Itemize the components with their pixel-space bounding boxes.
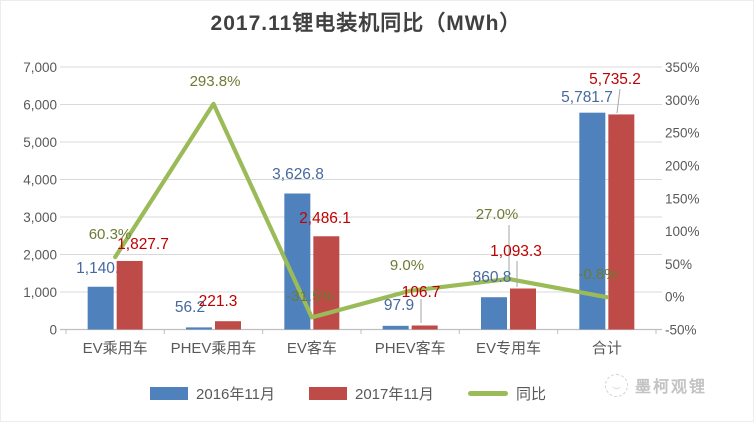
bar-2016年11月-EV专用车 bbox=[481, 297, 507, 330]
data-label: 60.3% bbox=[89, 226, 132, 243]
right-axis-tick: 300% bbox=[665, 93, 700, 108]
right-axis-tick: 250% bbox=[665, 126, 700, 141]
category-label: PHEV客车 bbox=[375, 340, 446, 357]
data-label: -31.5% bbox=[286, 288, 334, 305]
left-axis-tick: 4,000 bbox=[23, 173, 57, 188]
data-label: 56.2 bbox=[175, 299, 205, 316]
chart-legend: 2016年11月 2017年11月 同比 bbox=[1, 383, 725, 404]
legend-label: 2017年11月 bbox=[354, 386, 434, 403]
bar-2016年11月-PHEV乘用车 bbox=[186, 327, 212, 330]
data-label: 97.9 bbox=[384, 297, 414, 314]
under-labels: 1,140.0 bbox=[76, 260, 128, 277]
line-series bbox=[113, 101, 609, 320]
category-label: EV专用车 bbox=[476, 340, 541, 357]
data-label: 1,093.3 bbox=[490, 243, 542, 260]
legend-swatch-line bbox=[467, 391, 508, 396]
data-label: 27.0% bbox=[476, 206, 519, 223]
left-axis-tick: 1,000 bbox=[23, 285, 57, 300]
data-label: 2,486.1 bbox=[299, 210, 351, 227]
bar-2016年11月-EV乘用车 bbox=[87, 286, 114, 330]
right-axis-tick: 150% bbox=[665, 191, 700, 206]
left-axis-tick: 2,000 bbox=[23, 248, 57, 263]
data-label: 106.7 bbox=[402, 284, 441, 301]
legend-item-0: 2016年11月 bbox=[150, 383, 275, 404]
data-label: 5,781.7 bbox=[561, 89, 613, 106]
bar-2017年11月-合计 bbox=[608, 114, 635, 330]
category-label: PHEV乘用车 bbox=[171, 340, 257, 357]
category-label: 合计 bbox=[592, 340, 622, 357]
watermark-text: 墨柯观锂 bbox=[635, 379, 708, 396]
data-labels: 56.2 3,626.8 97.9 860.8 5,781.7 1,827.7 221.3 2… bbox=[89, 71, 641, 316]
category-labels: EV乘用车 PHEV乘用车 EV客车 PHEV客车 EV专用车 合计 bbox=[83, 340, 622, 357]
left-axis-tick: 7,000 bbox=[23, 60, 57, 75]
bar-2017年11月-PHEV客车 bbox=[411, 325, 438, 330]
axis-tick-labels: 0 1,000 2,000 3,000 4,000 5,000 6,000 7,000 -50%… bbox=[23, 60, 699, 338]
bar-series bbox=[87, 112, 635, 330]
legend-item-2: 同比 bbox=[467, 383, 546, 404]
right-axis-tick: 50% bbox=[665, 257, 692, 272]
watermark: 墨柯观锂 bbox=[605, 373, 707, 397]
gridlines bbox=[60, 66, 662, 334]
data-label: 9.0% bbox=[390, 257, 424, 274]
data-label: 860.8 bbox=[473, 269, 512, 286]
bar-2017年11月-PHEV乘用车 bbox=[215, 321, 241, 330]
data-label: -0.8% bbox=[578, 266, 617, 283]
legend-label: 2016年11月 bbox=[196, 386, 275, 403]
left-axis-tick: 0 bbox=[49, 323, 57, 338]
legend-label: 同比 bbox=[515, 386, 546, 403]
left-axis-tick: 6,000 bbox=[23, 98, 57, 113]
watermark-logo-icon bbox=[605, 373, 628, 397]
data-label: 1,827.7 bbox=[117, 236, 169, 253]
label-leader-lines bbox=[420, 88, 621, 323]
bar-2016年11月-PHEV客车 bbox=[382, 325, 409, 330]
left-axis-tick: 5,000 bbox=[23, 135, 57, 150]
bar-2017年11月-EV乘用车 bbox=[116, 260, 143, 330]
data-label: 3,626.8 bbox=[272, 166, 324, 183]
legend-item-1: 2017年11月 bbox=[308, 383, 434, 404]
legend-swatch-bar bbox=[150, 387, 189, 400]
left-axis-tick: 3,000 bbox=[23, 210, 57, 225]
bar-2017年11月-EV专用车 bbox=[510, 288, 536, 330]
data-label: 293.8% bbox=[190, 73, 241, 90]
chart-title: 2017.11锂电装机同比（MWh） bbox=[210, 12, 522, 35]
category-label: EV客车 bbox=[287, 340, 337, 357]
data-label: 221.3 bbox=[199, 293, 238, 310]
right-axis-tick: 0% bbox=[665, 290, 685, 305]
data-label: 1,140.0 bbox=[76, 260, 128, 277]
legend-swatch-bar bbox=[308, 387, 347, 400]
right-axis-tick: 350% bbox=[665, 60, 700, 75]
right-axis-tick: 100% bbox=[665, 224, 700, 239]
right-axis-tick: 200% bbox=[665, 158, 700, 173]
data-label: 5,735.2 bbox=[589, 71, 641, 88]
right-axis-tick: -50% bbox=[665, 323, 697, 338]
category-label: EV乘用车 bbox=[83, 340, 148, 357]
